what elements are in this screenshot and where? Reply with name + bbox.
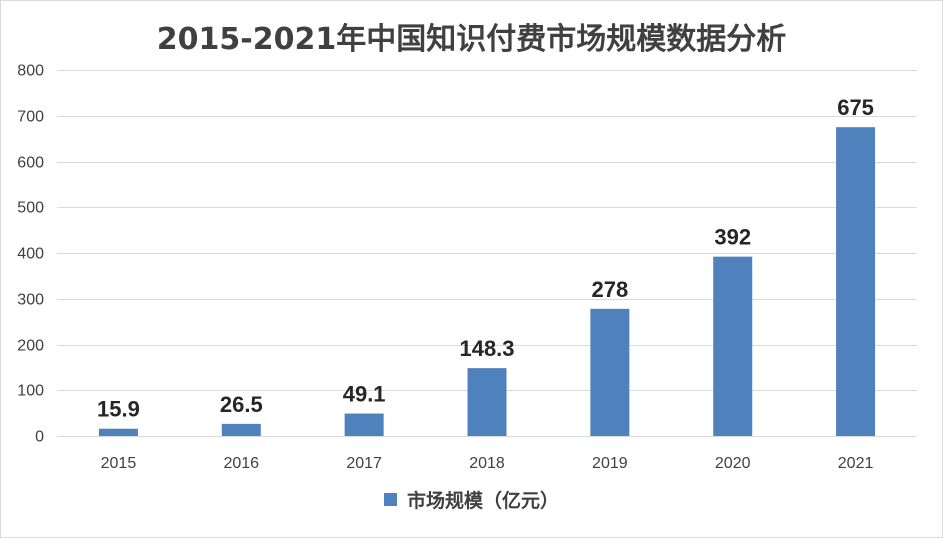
data-label: 278 — [591, 277, 628, 302]
legend-swatch — [383, 493, 397, 506]
bar — [221, 423, 261, 436]
y-tick-label: 700 — [17, 109, 44, 126]
bar — [836, 127, 876, 436]
y-tick-label: 800 — [17, 63, 44, 80]
data-label: 15.9 — [97, 397, 140, 422]
data-label: 675 — [837, 95, 874, 120]
x-tick-label: 2018 — [469, 455, 505, 472]
y-tick-label: 100 — [17, 383, 44, 400]
y-tick-label: 200 — [17, 338, 44, 355]
x-tick-label: 2015 — [101, 455, 137, 472]
data-label: 26.5 — [220, 392, 263, 417]
x-tick-label: 2019 — [592, 455, 628, 472]
bar — [467, 368, 507, 436]
x-tick-label: 2021 — [838, 455, 874, 472]
legend: 市场规模（亿元） — [0, 486, 943, 513]
data-label: 392 — [714, 225, 751, 250]
y-tick-label: 400 — [17, 246, 44, 263]
legend-label: 市场规模（亿元） — [406, 490, 559, 512]
data-label: 148.3 — [459, 336, 514, 361]
x-tick-label: 2016 — [223, 455, 259, 472]
y-tick-label: 0 — [35, 429, 44, 446]
x-tick-label: 2017 — [346, 455, 382, 472]
y-tick-label: 300 — [17, 292, 44, 309]
bar — [713, 256, 753, 436]
data-label: 49.1 — [343, 382, 386, 407]
y-tick-label: 600 — [17, 155, 44, 172]
chart-title: 2015-2021年中国知识付费市场规模数据分析 — [156, 22, 787, 57]
bar — [98, 428, 138, 436]
bar — [344, 413, 384, 436]
x-tick-label: 2020 — [715, 455, 751, 472]
y-tick-label: 500 — [17, 200, 44, 217]
bar — [590, 308, 630, 436]
